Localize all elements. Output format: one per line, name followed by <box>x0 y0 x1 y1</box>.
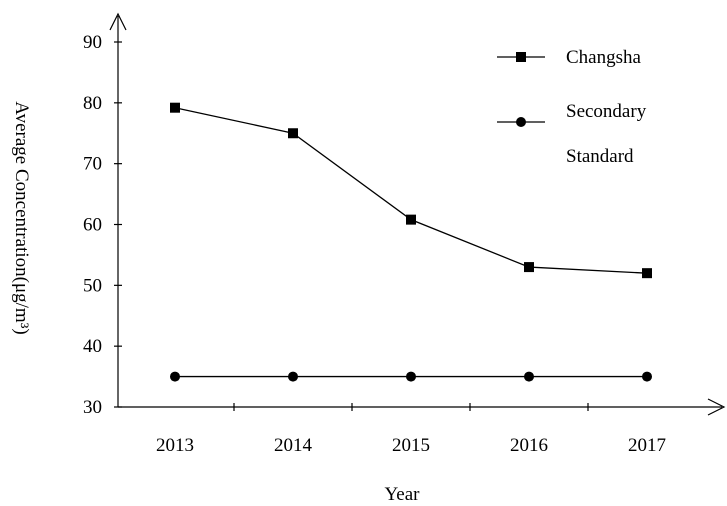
legend-item-changsha: Changsha <box>497 47 642 68</box>
data-point-changsha <box>524 262 534 272</box>
x-tick-label: 2015 <box>392 435 430 456</box>
y-tick-label: 80 <box>83 93 102 114</box>
series-layer <box>170 103 652 382</box>
y-axis-label: Average Concentration(μg/m³) <box>11 101 32 334</box>
x-tick-label: 2014 <box>274 435 313 456</box>
data-point-secondary-standard <box>642 372 652 382</box>
legend-label-secondary-line1: Secondary <box>566 101 647 122</box>
x-tick-label: 2013 <box>156 435 194 456</box>
legend-circle-marker-icon <box>516 117 526 127</box>
x-tick-label: 2016 <box>510 435 548 456</box>
x-tick-label: 2017 <box>628 435 666 456</box>
y-tick-label: 30 <box>83 397 102 418</box>
data-point-changsha <box>170 103 180 113</box>
data-point-secondary-standard <box>524 372 534 382</box>
data-point-changsha <box>642 268 652 278</box>
data-point-secondary-standard <box>288 372 298 382</box>
legend-label-changsha: Changsha <box>566 47 642 68</box>
data-point-secondary-standard <box>406 372 416 382</box>
legend-label-secondary-line2: Standard <box>566 146 634 167</box>
legend-item-secondary-standard: Secondary Standard <box>497 101 647 167</box>
axes <box>110 14 724 415</box>
y-tick-label: 60 <box>83 215 102 236</box>
data-point-secondary-standard <box>170 372 180 382</box>
y-tick-label: 40 <box>83 336 102 357</box>
y-axis-ticks: 30 40 50 60 70 80 90 <box>83 32 122 418</box>
data-point-changsha <box>288 128 298 138</box>
series-line-changsha <box>175 108 647 273</box>
legend-square-marker-icon <box>516 52 526 62</box>
data-point-changsha <box>406 215 416 225</box>
legend: Changsha Secondary Standard <box>497 47 647 167</box>
y-tick-label: 70 <box>83 154 102 175</box>
y-tick-label: 50 <box>83 275 102 296</box>
x-axis-label: Year <box>384 484 420 505</box>
y-tick-label: 90 <box>83 32 102 53</box>
x-axis-ticks: 2013 2014 2015 2016 2017 <box>156 403 666 456</box>
